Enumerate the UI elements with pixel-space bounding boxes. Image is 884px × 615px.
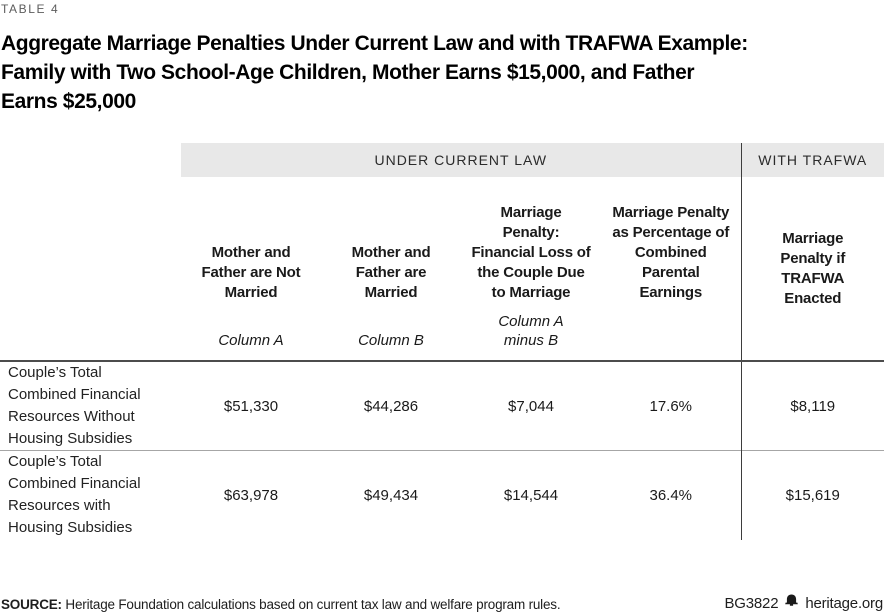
figure-footer: SOURCE: Heritage Foundation calculations…	[0, 594, 884, 612]
col-sublabel-a-minus-b-line1: Column A	[498, 313, 564, 330]
marriage-penalty-table: UNDER CURRENT LAW WITH TRAFWA Mother and…	[0, 143, 884, 540]
title-line-1: Aggregate Marriage Penalties Under Curre…	[1, 32, 748, 55]
cell-penalty-loss: $7,044	[461, 360, 601, 451]
group-header-with-trafwa: WITH TRAFWA	[740, 143, 884, 177]
cell-not-married: $63,978	[181, 450, 321, 540]
col-header-married: Mother and Father are Married	[351, 244, 431, 301]
cell-penalty-percentage: 36.4%	[601, 450, 742, 540]
site-link: heritage.org	[805, 594, 883, 612]
source-text: Heritage Foundation calculations based o…	[61, 597, 561, 612]
col-header-not-married: Mother and Father are Not Married	[201, 244, 301, 301]
document-id: BG3822	[724, 594, 779, 612]
cell-penalty-percentage: 17.6%	[601, 360, 742, 451]
group-header-row: UNDER CURRENT LAW WITH TRAFWA	[0, 143, 884, 177]
table-row-without-housing: Couple’s Total Combined Financial Resour…	[0, 360, 884, 451]
source-note: SOURCE: Heritage Foundation calculations…	[1, 597, 561, 612]
cell-married: $44,286	[321, 360, 461, 451]
table-number-label: TABLE 4	[1, 2, 60, 16]
table-title: Aggregate Marriage Penalties Under Curre…	[0, 29, 884, 116]
col-header-penalty-loss: Marriage Penalty: Financial Loss of the …	[471, 204, 591, 301]
col-sublabel-a: Column A	[218, 332, 284, 349]
title-line-3: Earns $25,000	[1, 90, 136, 113]
group-header-current-law: UNDER CURRENT LAW	[181, 143, 742, 177]
col-sublabel-a-minus-b-line2: minus B	[503, 332, 559, 349]
cell-penalty-loss: $14,544	[461, 450, 601, 540]
col-sublabel-b: Column B	[358, 332, 424, 349]
cell-married: $49,434	[321, 450, 461, 540]
stub-cell	[0, 305, 181, 361]
table-row-with-housing: Couple’s Total Combined Financial Resour…	[0, 450, 884, 540]
title-line-2: Family with Two School-Age Children, Mot…	[1, 61, 695, 84]
cell-not-married: $51,330	[181, 360, 321, 451]
col-header-penalty-trafwa: Marriage Penalty if TRAFWA Enacted	[740, 177, 884, 361]
row-label: Couple’s Total Combined Financial Resour…	[0, 450, 181, 540]
col-header-penalty-percentage: Marriage Penalty as Percentage of Combin…	[612, 204, 730, 301]
cell-penalty-trafwa: $15,619	[740, 450, 884, 540]
column-sublabel-row: Column A Column B Column A minus B	[0, 305, 884, 361]
source-label: SOURCE:	[1, 597, 62, 612]
column-header-row: Mother and Father are Not Married Mother…	[0, 177, 884, 361]
stub-cell	[0, 177, 181, 305]
cell-penalty-trafwa: $8,119	[740, 360, 884, 451]
stub-cell	[0, 143, 181, 177]
col-sublabel-empty	[601, 305, 741, 361]
col-sublabel-a-minus-b: Column A minus B	[461, 305, 601, 361]
row-label: Couple’s Total Combined Financial Resour…	[0, 360, 181, 451]
heritage-bell-icon	[784, 594, 799, 612]
publication-info: BG3822 heritage.org	[724, 594, 883, 612]
